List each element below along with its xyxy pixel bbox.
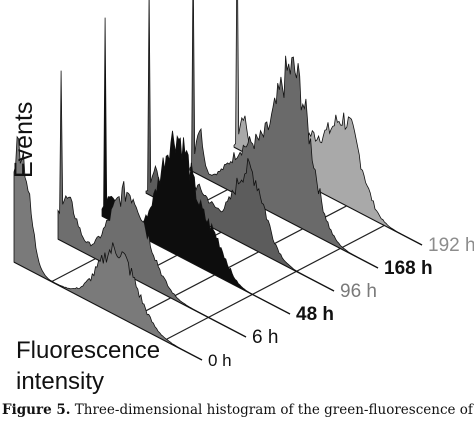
histogram-series-168h bbox=[189, 0, 379, 269]
series-label-96h: 96 h bbox=[340, 281, 377, 302]
series-label-6h: 6 h bbox=[252, 327, 278, 348]
series-label-0h: 0 h bbox=[208, 351, 232, 370]
floor-depth-line-4 bbox=[164, 224, 385, 341]
caption-label: Figure 5. bbox=[2, 402, 71, 418]
histogram-series-6h bbox=[57, 70, 247, 338]
histogram-series-0h bbox=[13, 135, 203, 361]
series-label-192h: 192 h bbox=[428, 235, 474, 256]
x-axis-label-line2: intensity bbox=[16, 368, 104, 395]
series-label-48h: 48 h bbox=[296, 304, 334, 325]
x-axis-label-line1: Fluorescence bbox=[16, 337, 160, 364]
caption-text: Three-dimensional histogram of the green… bbox=[70, 402, 474, 418]
figure-caption: Figure 5. Three-dimensional histogram of… bbox=[2, 400, 474, 421]
series-label-168h: 168 h bbox=[384, 258, 433, 279]
series-layer bbox=[13, 0, 423, 361]
y-axis-label: Events bbox=[10, 102, 38, 178]
